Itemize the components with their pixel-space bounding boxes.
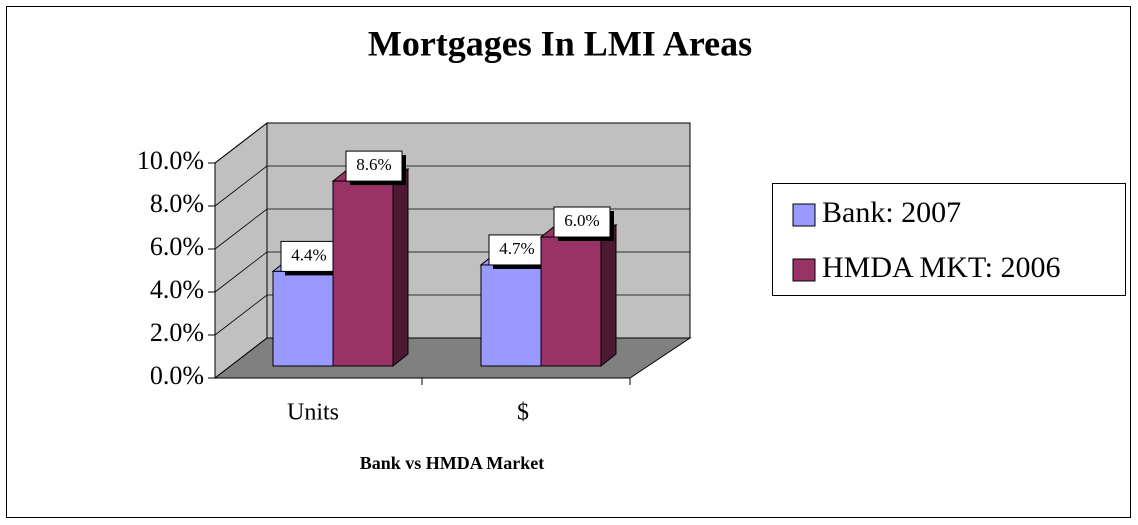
bar-side [600, 223, 617, 368]
y-tick-label: 6.0% [150, 232, 204, 261]
legend-label: Bank: 2007 [822, 196, 961, 229]
y-tick-label: 0.0% [150, 361, 204, 390]
label-box [553, 206, 611, 238]
bar [480, 264, 542, 367]
data-label: 4.4% [291, 245, 326, 264]
data-label: 6.0% [564, 211, 599, 230]
y-tick-label: 2.0% [150, 318, 204, 347]
y-tick-label: 4.0% [150, 275, 204, 304]
legend-swatch [792, 203, 816, 227]
label-box [345, 150, 403, 182]
legend [772, 183, 1126, 296]
side-wall [214, 121, 268, 380]
label-box [280, 240, 338, 272]
chart-title: Mortgages In LMI Areas [368, 23, 752, 63]
bar [272, 270, 334, 367]
bar [332, 180, 394, 367]
y-tick-label: 10.0% [137, 146, 204, 175]
legend-swatch [792, 258, 816, 282]
y-tick-label: 8.0% [150, 189, 204, 218]
grid-line [214, 122, 690, 164]
grid-line [214, 165, 690, 207]
grid-line [214, 208, 690, 250]
bar [540, 236, 602, 367]
x-axis-title: Bank vs HMDA Market [360, 453, 545, 473]
x-tick-label: $ [517, 400, 529, 426]
data-label: 4.7% [499, 239, 534, 258]
data-label: 8.6% [356, 155, 391, 174]
x-tick-label: Units [287, 400, 339, 426]
bar-side [392, 168, 409, 368]
label-box [488, 234, 546, 266]
legend-label: HMDA MKT: 2006 [822, 251, 1061, 284]
